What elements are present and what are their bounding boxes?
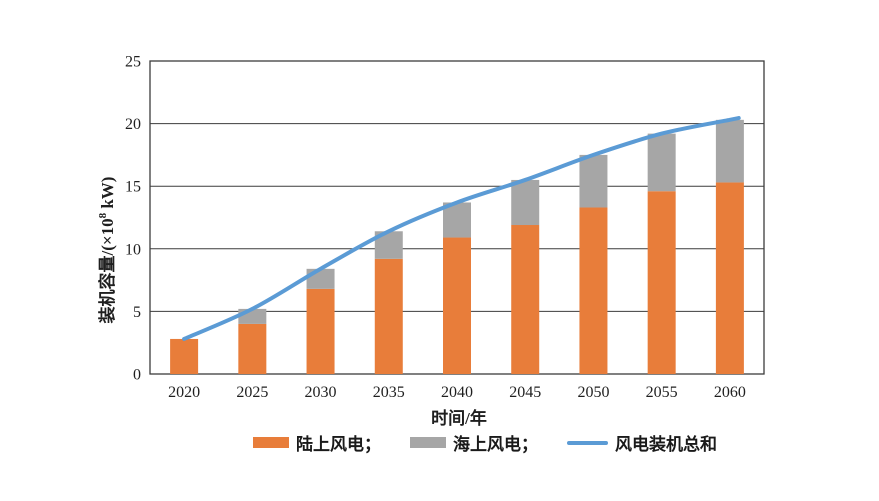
bar-onshore-2025 [238,323,267,374]
y-axis-title-prefix: 装机容量/(×10 [97,218,117,324]
x-tick-label-2055: 2055 [646,384,678,401]
x-tick-label-2040: 2040 [441,384,473,401]
bar-onshore-2035 [374,258,403,374]
bar-offshore-2030 [306,268,335,289]
bar-onshore-2050 [579,207,608,374]
bar-onshore-2055 [647,191,676,374]
bar-offshore-2050 [579,154,608,208]
total-line-swatch-icon [567,440,608,445]
y-tick-label-20: 20 [125,116,141,133]
x-tick-label-2020: 2020 [168,384,200,401]
x-axis-title: 时间/年 [431,408,487,428]
onshore-wind-swatch-icon [253,437,289,448]
y-tick-label-5: 5 [133,304,141,321]
y-tick-label-25: 25 [125,54,141,71]
y-tick-label-10: 10 [125,241,141,258]
bar-offshore-2025 [238,308,267,324]
x-tick-label-2050: 2050 [577,384,609,401]
legend-label-total: 风电装机总和 [615,435,717,454]
x-tick-label-2025: 2025 [236,384,268,401]
legend-label-offshore: 海上风电； [453,435,538,454]
line-layer [182,116,741,341]
bar-onshore-2020 [170,338,199,374]
bar-offshore-2055 [647,133,676,192]
legend-item-total: 风电装机总和 [567,430,717,455]
x-tick-label-2060: 2060 [714,384,746,401]
bar-onshore-2030 [306,288,335,374]
legend-label-onshore: 陆上风电； [296,435,381,454]
y-tick-label-15: 15 [125,179,141,196]
y-tick-label-0: 0 [133,367,141,384]
legend-item-offshore: 海上风电； [410,430,538,455]
bar-offshore-2060 [715,119,744,183]
total-line [182,116,741,341]
bar-onshore-2045 [511,225,540,374]
x-tick-label-2045: 2045 [509,384,541,401]
x-tick-label-2035: 2035 [373,384,405,401]
y-axis-title-superscript: 8 [97,212,109,218]
offshore-wind-swatch-icon [410,437,446,448]
x-tick-label-2030: 2030 [305,384,337,401]
y-axis-title: 装机容量/(×108 kW) [97,177,117,325]
bar-onshore-2040 [443,237,471,374]
bars-layer [170,119,744,374]
y-axis-title-suffix: kW) [98,177,117,213]
bar-onshore-2060 [715,182,744,374]
bar-offshore-2040 [443,202,471,238]
bar-offshore-2045 [511,179,540,226]
legend-item-onshore: 陆上风电； [253,430,381,455]
legend: 陆上风电； 海上风电； 风电装机总和 [253,430,717,455]
